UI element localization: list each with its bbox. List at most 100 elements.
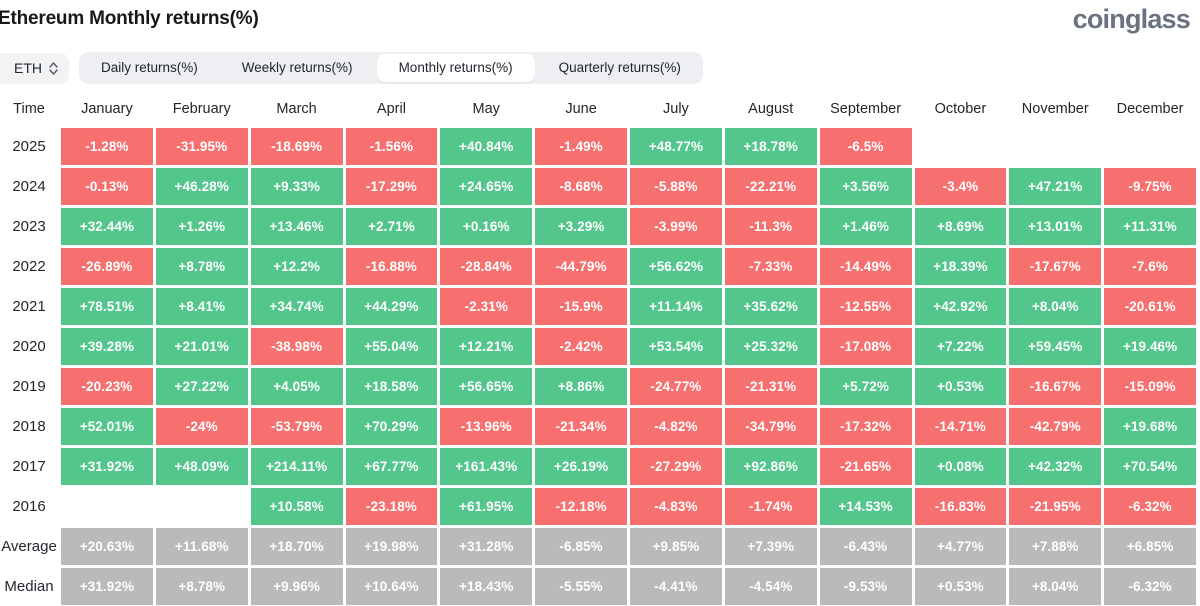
- column-header-october: October: [934, 101, 987, 117]
- return-cell: -4.41%: [630, 568, 722, 605]
- return-cell: +7.39%: [724, 528, 817, 565]
- return-cell: -27.29%: [630, 448, 722, 485]
- row-label-2016: 2016: [12, 498, 46, 515]
- return-cell: +53.54%: [630, 328, 722, 365]
- return-cell: +27.22%: [155, 368, 248, 405]
- return-cell: +47.21%: [1009, 168, 1102, 205]
- return-cell: +19.68%: [1104, 408, 1196, 445]
- symbol-select-value: ETH: [14, 60, 42, 76]
- return-cell: -16.88%: [345, 248, 438, 285]
- row-label-2019: 2019: [12, 378, 46, 395]
- return-cell: +70.29%: [345, 408, 438, 445]
- return-cell: -16.83%: [914, 488, 1007, 525]
- return-cell: -15.09%: [1104, 368, 1196, 405]
- column-header-january: January: [81, 101, 133, 117]
- return-cell: -24%: [155, 408, 248, 445]
- return-cell: +31.92%: [61, 448, 153, 485]
- return-cell: -18.69%: [250, 128, 343, 165]
- return-cell: +4.05%: [250, 368, 343, 405]
- return-cell: +3.29%: [535, 208, 627, 245]
- return-cell: +48.09%: [155, 448, 248, 485]
- tab-daily-returns[interactable]: Daily returns(%): [101, 60, 198, 75]
- return-cell: -17.29%: [345, 168, 438, 205]
- column-header-march: March: [276, 101, 317, 117]
- tab-quarterly-returns[interactable]: Quarterly returns(%): [558, 60, 681, 75]
- column-header-time: Time: [13, 101, 45, 117]
- symbol-select[interactable]: ETH: [0, 52, 69, 84]
- column-header-december: December: [1116, 101, 1184, 117]
- return-cell: -5.55%: [535, 568, 627, 605]
- return-cell: +42.32%: [1009, 448, 1102, 485]
- return-cell: +13.46%: [250, 208, 343, 245]
- return-cell: -5.88%: [630, 168, 722, 205]
- return-cell: +32.44%: [61, 208, 153, 245]
- return-cell: +24.65%: [440, 168, 533, 205]
- return-cell: -22.21%: [724, 168, 817, 205]
- return-cell: +78.51%: [61, 288, 153, 325]
- return-cell: +70.54%: [1104, 448, 1196, 485]
- return-cell: -8.68%: [535, 168, 627, 205]
- return-cell: +8.04%: [1009, 288, 1102, 325]
- return-cell: +42.92%: [914, 288, 1007, 325]
- return-cell: [1104, 128, 1196, 165]
- return-cell: +13.01%: [1009, 208, 1102, 245]
- row-label-2018: 2018: [12, 418, 46, 435]
- return-cell: -28.84%: [440, 248, 533, 285]
- return-cell: -2.31%: [440, 288, 533, 325]
- return-cell: +2.71%: [345, 208, 438, 245]
- return-cell: -4.83%: [630, 488, 722, 525]
- return-cell: +40.84%: [440, 128, 533, 165]
- return-cell: -12.55%: [819, 288, 912, 325]
- tab-weekly-returns[interactable]: Weekly returns(%): [241, 60, 353, 75]
- row-label-2017: 2017: [12, 458, 46, 475]
- return-cell: [915, 128, 1007, 165]
- return-cell: +67.77%: [345, 448, 438, 485]
- return-cell: -6.85%: [535, 528, 627, 565]
- return-cell: -4.82%: [630, 408, 722, 445]
- row-label-median: Median: [4, 578, 54, 595]
- return-cell: -44.79%: [535, 248, 627, 285]
- return-cell: +55.04%: [345, 328, 438, 365]
- return-cell: +8.04%: [1009, 568, 1102, 605]
- return-cell: -38.98%: [250, 328, 343, 365]
- return-cell: +25.32%: [724, 328, 817, 365]
- return-cell: -6.5%: [819, 128, 912, 165]
- column-header-may: May: [472, 101, 500, 117]
- return-cell: +18.39%: [914, 248, 1007, 285]
- return-cell: -12.18%: [535, 488, 627, 525]
- return-cell: +4.77%: [914, 528, 1007, 565]
- return-cell: +21.01%: [155, 328, 248, 365]
- row-label-average: Average: [1, 538, 57, 555]
- return-cell: +8.41%: [155, 288, 248, 325]
- return-cell: +20.63%: [61, 528, 153, 565]
- return-cell: -9.53%: [819, 568, 912, 605]
- return-cell: +11.31%: [1104, 208, 1196, 245]
- return-cell: -20.61%: [1104, 288, 1196, 325]
- return-cell: -31.95%: [155, 128, 248, 165]
- return-cell: +8.86%: [535, 368, 627, 405]
- return-cell: +12.21%: [440, 328, 533, 365]
- return-cell: -21.34%: [535, 408, 627, 445]
- return-cell: +5.72%: [819, 368, 912, 405]
- return-cell: -17.67%: [1009, 248, 1102, 285]
- return-cell: -7.6%: [1104, 248, 1196, 285]
- return-cell: +46.28%: [155, 168, 248, 205]
- row-label-2021: 2021: [12, 298, 46, 315]
- return-cell: +0.53%: [914, 368, 1007, 405]
- tab-monthly-returns[interactable]: Monthly returns(%): [376, 54, 535, 82]
- return-cell: +161.43%: [440, 448, 533, 485]
- row-label-2020: 2020: [12, 338, 46, 355]
- return-cell: +1.46%: [819, 208, 912, 245]
- return-cell: +18.58%: [345, 368, 438, 405]
- return-cell: +52.01%: [61, 408, 153, 445]
- return-cell: -3.99%: [630, 208, 722, 245]
- monthly-returns-table: Time January February March April May June July…: [0, 92, 1196, 605]
- return-cell: +59.45%: [1009, 328, 1102, 365]
- page-header: Ethereum Monthly returns(%) coinglass: [0, 0, 1200, 44]
- return-cell: -1.28%: [61, 128, 153, 165]
- return-cell: +12.2%: [250, 248, 343, 285]
- column-header-november: November: [1021, 101, 1089, 117]
- return-cell: +9.85%: [630, 528, 722, 565]
- return-cell: +19.98%: [345, 528, 438, 565]
- return-cell: -1.49%: [535, 128, 627, 165]
